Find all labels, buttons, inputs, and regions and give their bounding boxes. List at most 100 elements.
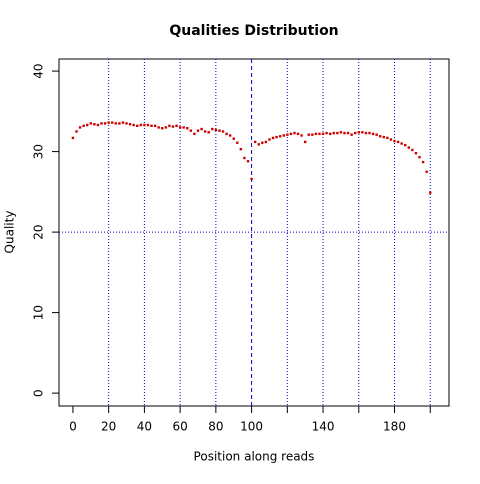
point — [96, 123, 100, 127]
point — [136, 124, 139, 128]
point — [425, 170, 428, 173]
point — [314, 132, 318, 136]
point — [332, 131, 335, 135]
point — [268, 138, 271, 141]
point — [411, 148, 414, 152]
point — [246, 160, 250, 163]
point — [325, 131, 328, 135]
point — [78, 126, 82, 129]
point — [214, 128, 218, 132]
point — [125, 122, 128, 125]
point — [100, 122, 103, 125]
point — [243, 156, 246, 160]
point — [250, 177, 253, 181]
chart-title: Qualities Distribution — [169, 23, 338, 39]
point — [86, 123, 89, 127]
point — [286, 133, 289, 136]
point — [232, 137, 235, 140]
y-tick-label: 20 — [32, 224, 46, 239]
point — [296, 132, 300, 136]
point — [153, 124, 157, 128]
point — [278, 135, 282, 138]
point — [289, 132, 293, 136]
point — [196, 129, 200, 132]
point — [75, 130, 78, 133]
point — [264, 140, 268, 144]
point — [311, 133, 314, 136]
x-tick-label: 60 — [172, 420, 187, 434]
point — [361, 131, 364, 134]
point — [186, 127, 189, 130]
point — [293, 131, 296, 135]
point — [307, 133, 310, 136]
y-tick-label: 10 — [32, 305, 46, 320]
y-tick-label: 40 — [32, 63, 46, 78]
point — [82, 124, 85, 128]
point — [221, 130, 225, 133]
y-tick-label: 0 — [32, 389, 46, 397]
point — [418, 156, 421, 159]
point — [164, 126, 168, 129]
point — [203, 130, 207, 133]
point — [239, 147, 243, 151]
point — [386, 136, 389, 140]
x-axis-label: Position along reads — [194, 450, 315, 464]
point — [318, 132, 321, 136]
point — [225, 132, 228, 136]
point — [346, 131, 350, 135]
point — [146, 123, 150, 127]
point — [71, 136, 75, 140]
point — [303, 140, 307, 144]
point — [200, 127, 203, 131]
point — [128, 123, 132, 126]
point — [328, 132, 332, 136]
point — [421, 160, 425, 164]
point — [300, 134, 303, 137]
x-tick-label: 140 — [312, 420, 335, 434]
point — [143, 123, 146, 127]
point — [371, 132, 375, 136]
point — [389, 138, 393, 141]
point — [171, 125, 175, 128]
point — [336, 131, 339, 135]
point — [114, 122, 118, 125]
point — [218, 129, 221, 132]
x-tick-label: 180 — [383, 420, 406, 434]
point — [89, 122, 93, 125]
point — [161, 127, 164, 130]
x-tick-label: 40 — [137, 420, 152, 434]
point — [375, 133, 378, 136]
point — [182, 126, 185, 129]
point — [139, 123, 143, 127]
point — [400, 142, 403, 145]
point — [357, 131, 360, 134]
point — [253, 140, 257, 144]
point — [275, 135, 278, 139]
point — [211, 127, 214, 131]
point — [103, 122, 107, 125]
point — [178, 126, 182, 129]
point — [121, 121, 125, 124]
point — [236, 141, 239, 144]
point — [168, 124, 171, 128]
point — [407, 146, 411, 149]
point — [282, 134, 285, 137]
point — [382, 135, 385, 139]
point — [118, 122, 121, 125]
point — [354, 131, 357, 135]
point — [175, 124, 178, 128]
x-tick-label: 80 — [208, 420, 223, 434]
point — [429, 191, 432, 194]
point — [189, 129, 193, 132]
point — [261, 141, 264, 144]
point — [107, 121, 110, 124]
x-tick-label: 0 — [69, 420, 77, 434]
point — [132, 123, 135, 127]
point — [111, 121, 114, 124]
x-tick-label: 100 — [240, 420, 263, 434]
y-axis-label: Quality — [3, 211, 17, 254]
point — [321, 132, 325, 136]
point — [193, 132, 196, 136]
point — [257, 143, 260, 146]
